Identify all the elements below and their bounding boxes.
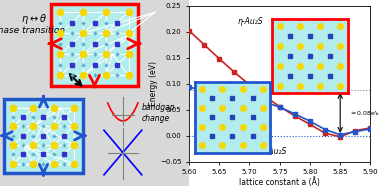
Text: η-Au₂S: η-Au₂S bbox=[237, 17, 263, 26]
FancyBboxPatch shape bbox=[51, 4, 138, 86]
X-axis label: lattice constant a (Å): lattice constant a (Å) bbox=[239, 177, 320, 186]
Text: phase transition: phase transition bbox=[0, 26, 65, 36]
Text: bandgap
change: bandgap change bbox=[142, 103, 175, 123]
Text: $\eta \leftrightarrow \theta$: $\eta \leftrightarrow \theta$ bbox=[21, 12, 47, 26]
FancyBboxPatch shape bbox=[4, 99, 83, 173]
Text: θ-Au₂S: θ-Au₂S bbox=[262, 147, 287, 156]
Y-axis label: Energy (eV): Energy (eV) bbox=[149, 61, 158, 106]
Text: $a$[Å]: $a$[Å] bbox=[287, 37, 300, 47]
Text: $\approx$0.08eV: $\approx$0.08eV bbox=[349, 109, 378, 117]
